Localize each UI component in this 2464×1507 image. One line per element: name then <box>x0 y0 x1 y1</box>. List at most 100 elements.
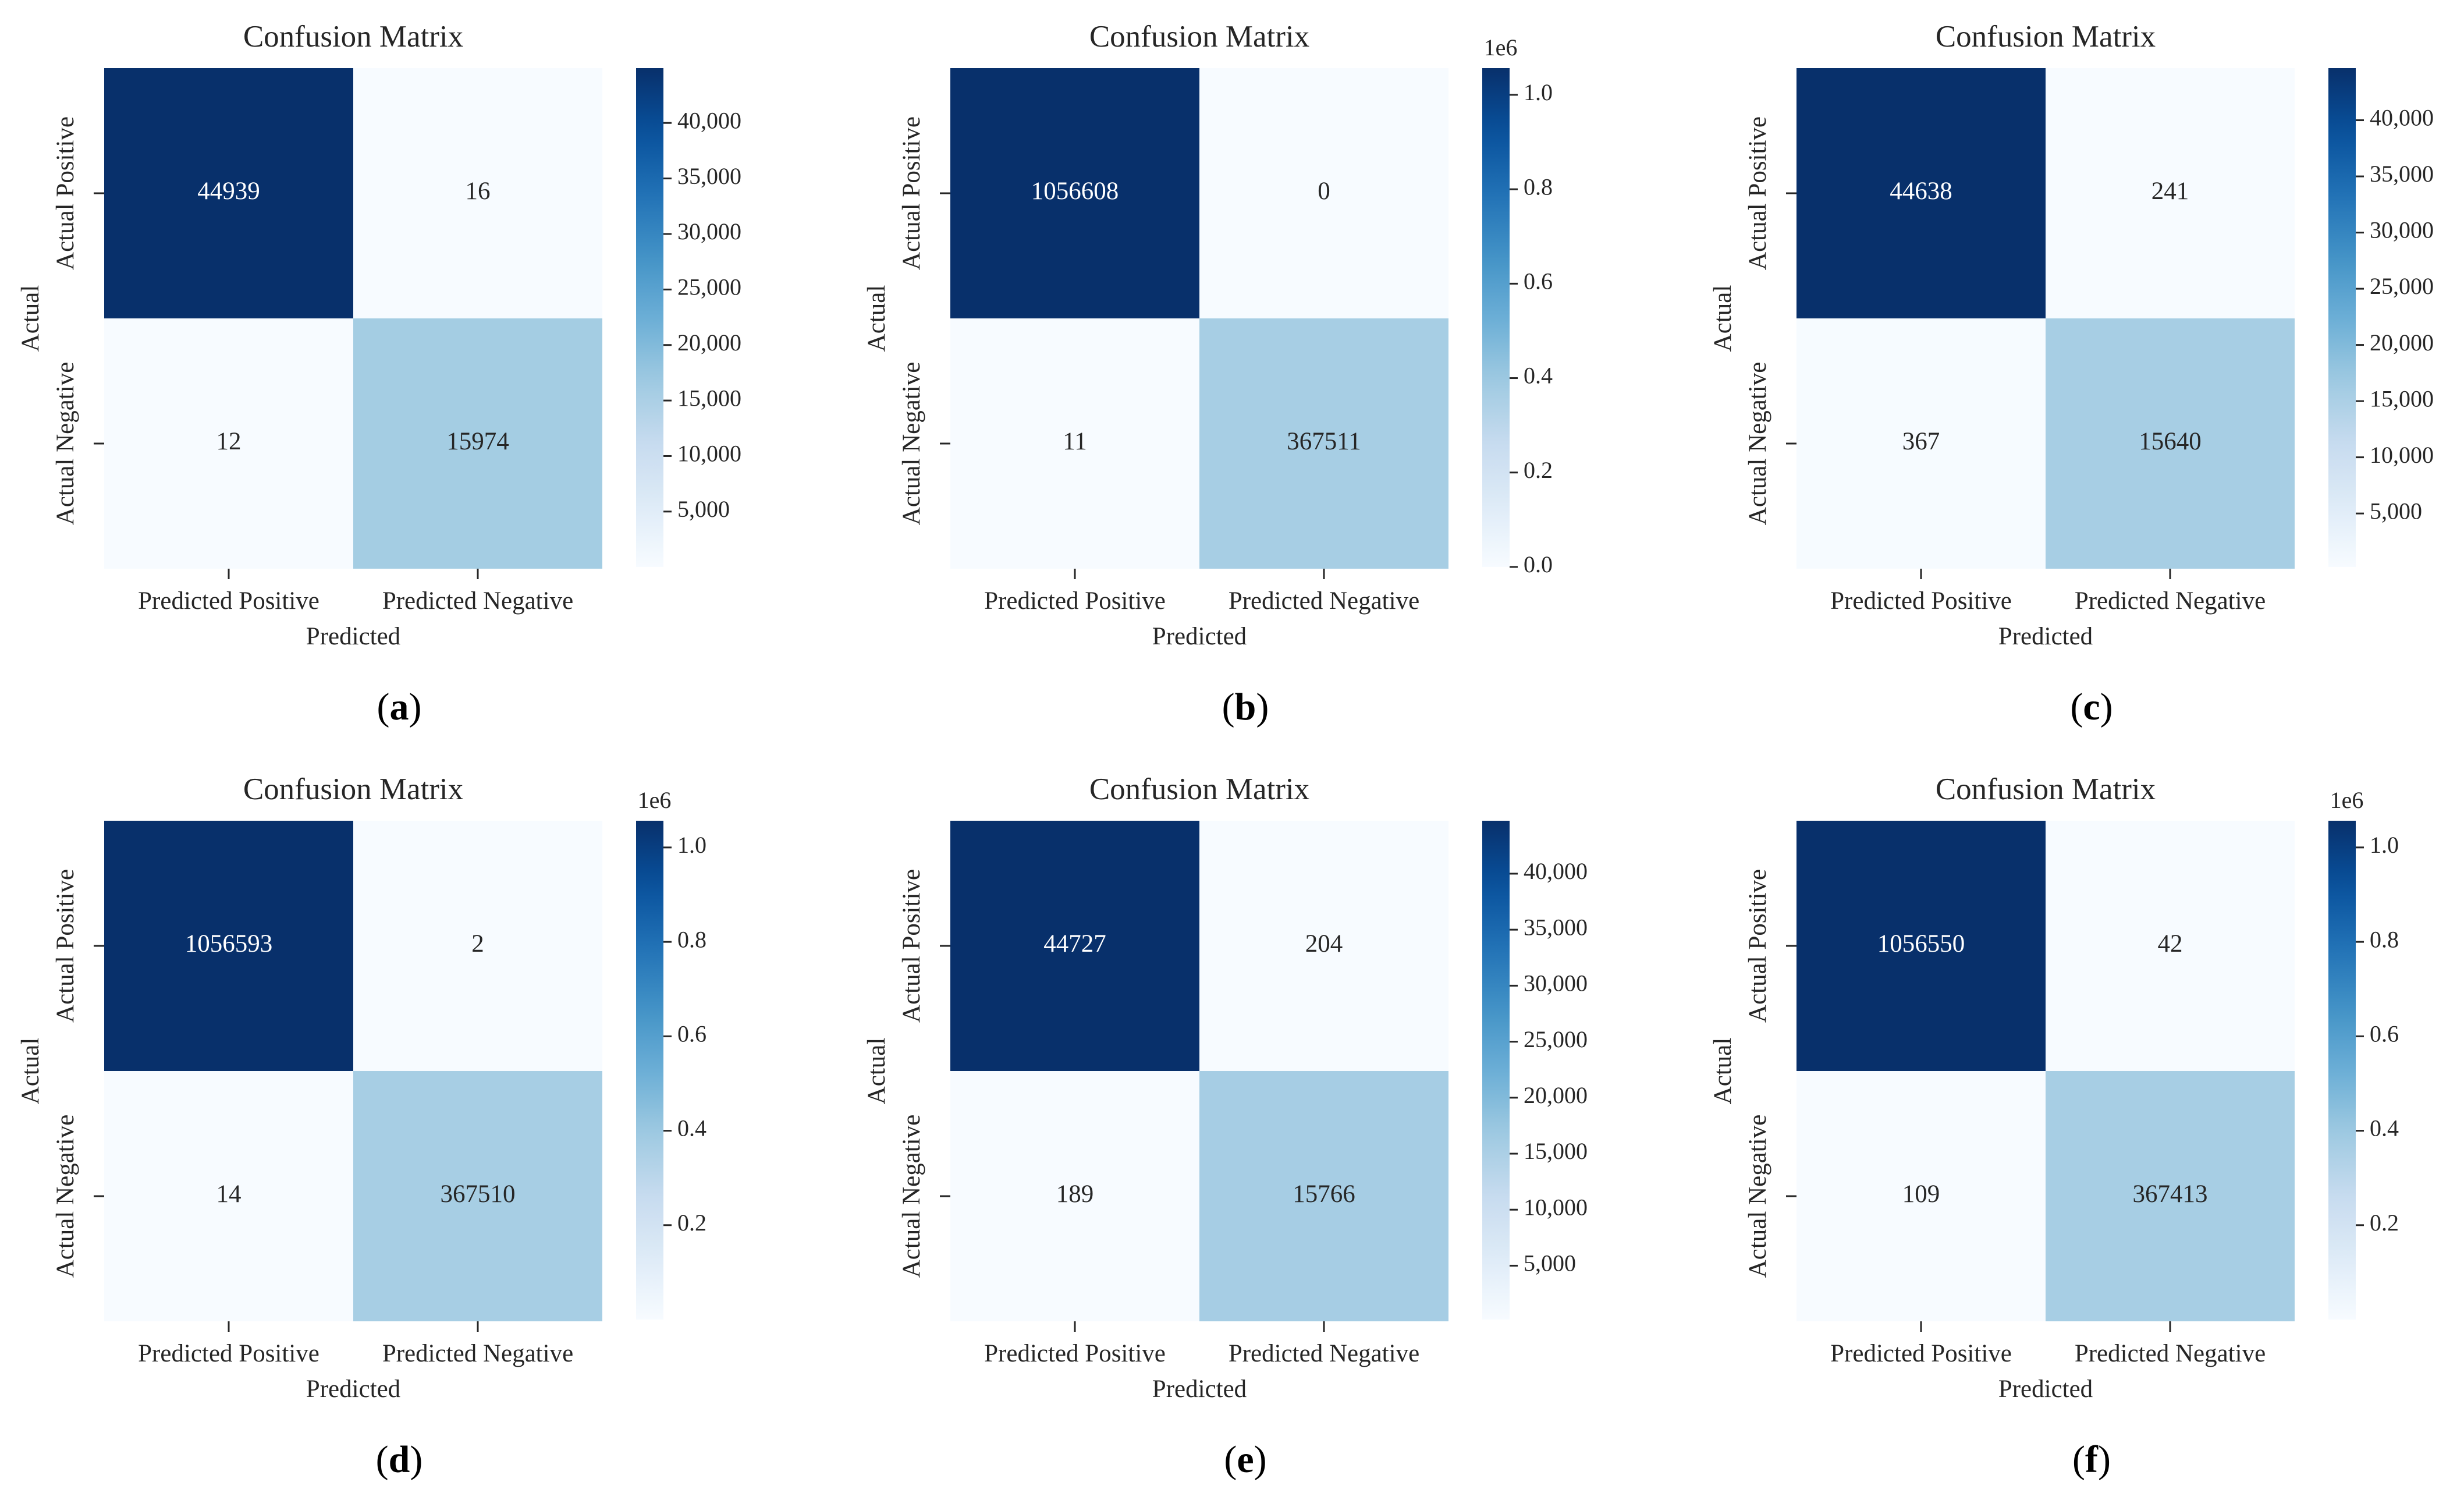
heatmap-cell <box>2046 68 2295 318</box>
y-axis-label: Actual <box>863 1038 890 1105</box>
y-tick-label: Actual Negative <box>1744 1115 1771 1278</box>
panel-label: (c) <box>2070 686 2112 728</box>
heatmap-cell <box>950 1071 1199 1321</box>
x-axis-label: Predicted <box>1998 623 2093 650</box>
heatmap-cell <box>104 821 353 1071</box>
cell-value-label: 189 <box>1056 1180 1094 1208</box>
colorbar-tick-label: 0.2 <box>2370 1210 2399 1236</box>
colorbar-tick-label: 25,000 <box>677 274 741 300</box>
panel-label: (a) <box>377 686 422 728</box>
colorbar <box>1482 68 1510 567</box>
cell-value-label: 44638 <box>1890 178 1952 205</box>
cell-value-label: 11 <box>1063 428 1087 455</box>
colorbar <box>636 821 663 1320</box>
colorbar-tick-label: 0.4 <box>2370 1115 2399 1141</box>
colorbar-tick-label: 0.4 <box>677 1115 706 1141</box>
heatmap-cell <box>1199 1071 1448 1321</box>
y-axis-label: Actual <box>1709 285 1737 352</box>
y-tick-label: Actual Negative <box>898 1115 925 1278</box>
y-tick-label: Actual Positive <box>898 116 925 270</box>
panel-b: Confusion Matrix 1056608 0 11 367511 Predicte… <box>863 20 1553 728</box>
y-tick-label: Actual Negative <box>52 1115 79 1278</box>
cell-value-label: 44727 <box>1043 930 1106 958</box>
heatmap-cell <box>2046 1071 2295 1321</box>
panel-e: Confusion Matrix 44727 204 189 15766 Predicte… <box>863 772 1588 1481</box>
colorbar-tick-label: 40,000 <box>677 107 741 133</box>
cell-value-label: 109 <box>1902 1180 1940 1208</box>
heatmap-cell <box>1796 318 2046 569</box>
heatmap-cell <box>1796 821 2046 1071</box>
cell-value-label: 367510 <box>441 1180 516 1208</box>
y-tick-label: Actual Negative <box>898 362 925 526</box>
cell-value-label: 15974 <box>446 428 509 455</box>
y-axis-label: Actual <box>17 1038 44 1105</box>
colorbar-tick-label: 0.6 <box>2370 1021 2399 1047</box>
chart-title: Confusion Matrix <box>243 772 463 806</box>
x-tick-label: Predicted Positive <box>1830 587 2012 615</box>
colorbar <box>2328 821 2356 1320</box>
colorbar-tick-label: 0.4 <box>1524 363 1553 389</box>
chart-title: Confusion Matrix <box>1936 772 2156 806</box>
heatmap-cell <box>950 68 1199 318</box>
x-tick-label: Predicted Negative <box>2075 1340 2266 1367</box>
colorbar-tick-label: 20,000 <box>677 329 741 356</box>
cell-value-label: 12 <box>216 428 242 455</box>
heatmap-cell <box>104 318 353 569</box>
x-tick-label: Predicted Positive <box>138 1340 319 1367</box>
cell-value-label: 204 <box>1305 930 1343 958</box>
cell-value-label: 16 <box>466 178 491 205</box>
panel-a: Confusion Matrix 44939 16 12 15974 Predicted … <box>17 20 741 728</box>
y-axis-label: Actual <box>17 285 44 352</box>
colorbar-tick-label: 40,000 <box>2370 105 2434 131</box>
y-tick-label: Actual Positive <box>1744 869 1771 1023</box>
colorbar-tick-label: 1.0 <box>677 832 706 858</box>
y-tick-label: Actual Negative <box>52 362 79 526</box>
panel-f: Confusion Matrix 1056550 42 109 367413 Predic… <box>1709 772 2399 1481</box>
panel-label: (e) <box>1224 1438 1266 1481</box>
cell-value-label: 1056608 <box>1031 178 1119 205</box>
heatmap-cell <box>353 1071 602 1321</box>
colorbar-tick-label: 0.0 <box>1524 551 1553 577</box>
x-tick-label: Predicted Negative <box>2075 587 2266 615</box>
cell-value-label: 367 <box>1902 428 1940 455</box>
x-tick-label: Predicted Positive <box>138 587 319 615</box>
heatmap-cell <box>950 821 1199 1071</box>
colorbar-tick-label: 0.2 <box>677 1210 706 1236</box>
y-tick-label: Actual Positive <box>52 869 79 1023</box>
panel-d: Confusion Matrix 1056593 2 14 367510 Predicte… <box>17 772 706 1481</box>
heatmap-cell <box>353 68 602 318</box>
colorbar-tick-label: 0.8 <box>1524 173 1553 200</box>
colorbar-tick-label: 0.6 <box>677 1021 706 1047</box>
cell-value-label: 14 <box>216 1180 242 1208</box>
colorbar-tick-label: 40,000 <box>1524 858 1588 884</box>
cell-value-label: 2 <box>471 930 484 958</box>
heatmap-cell <box>1199 318 1448 569</box>
y-tick-label: Actual Positive <box>1744 116 1771 270</box>
chart-title: Confusion Matrix <box>1089 20 1309 54</box>
cell-value-label: 241 <box>2151 178 2189 205</box>
colorbar-tick-label: 5,000 <box>677 496 730 522</box>
colorbar-tick-label: 20,000 <box>2370 329 2434 356</box>
y-tick-label: Actual Positive <box>898 869 925 1023</box>
x-tick-label: Predicted Negative <box>1229 1340 1419 1367</box>
x-tick-label: Predicted Positive <box>1830 1340 2012 1367</box>
colorbar-tick-label: 10,000 <box>1524 1194 1588 1220</box>
panel-label: (d) <box>376 1438 423 1481</box>
heatmap-cell <box>104 1071 353 1321</box>
colorbar-tick-label: 30,000 <box>2370 217 2434 243</box>
colorbar-tick-label: 0.6 <box>1524 268 1553 295</box>
y-axis-label: Actual <box>1709 1038 1737 1105</box>
colorbar-tick-label: 30,000 <box>1524 970 1588 997</box>
x-tick-label: Predicted Positive <box>984 1340 1166 1367</box>
colorbar-tick-label: 15,000 <box>2370 385 2434 412</box>
x-axis-label: Predicted <box>1998 1375 2093 1403</box>
colorbar-tick-label: 0.8 <box>2370 926 2399 952</box>
heatmap-cell <box>1796 68 2046 318</box>
cell-value-label: 367511 <box>1287 428 1361 455</box>
colorbar-tick-label: 10,000 <box>677 441 741 467</box>
colorbar <box>2328 68 2356 567</box>
colorbar-tick-label: 15,000 <box>677 385 741 411</box>
colorbar-tick-label: 5,000 <box>1524 1250 1576 1276</box>
y-tick-label: Actual Negative <box>1744 362 1771 526</box>
